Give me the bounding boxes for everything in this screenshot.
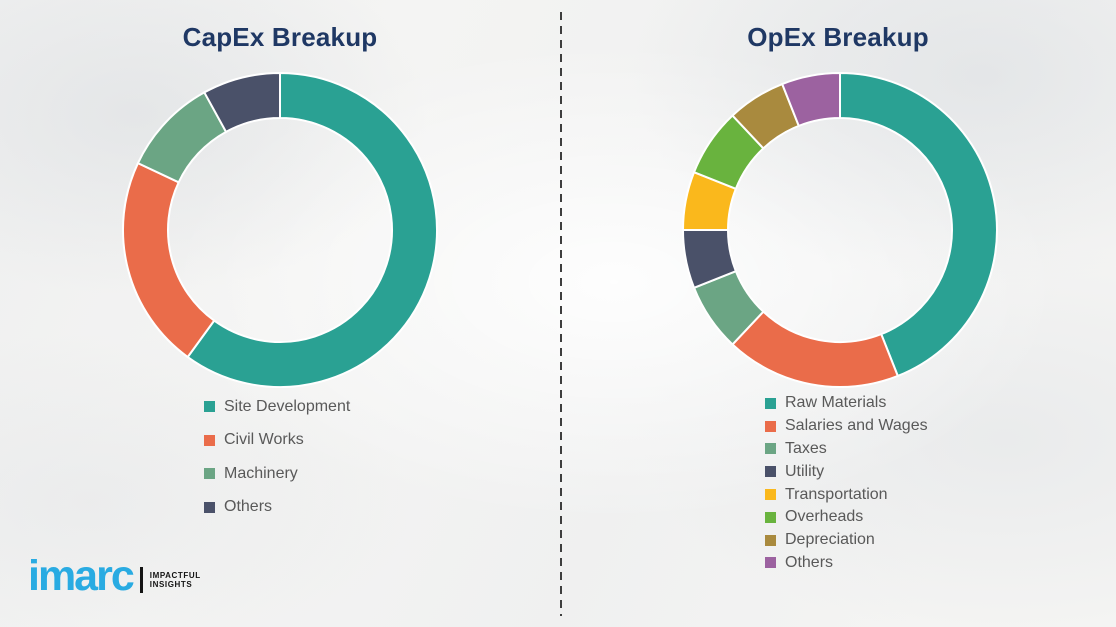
legend-swatch <box>765 466 776 478</box>
opex-panel: OpEx Breakup Raw Materials Salaries and W… <box>560 0 1116 627</box>
imarc-logo: imarc IMPACTFUL INSIGHTS <box>28 552 201 600</box>
opex-legend: Raw Materials Salaries and Wages Taxes Util… <box>765 392 928 574</box>
legend-item-others: Others <box>765 552 928 575</box>
legend-label: Overheads <box>785 508 864 526</box>
donut-segment-raw-materials <box>839 71 998 378</box>
legend-label: Site Development <box>224 397 351 415</box>
donut-segment-others <box>780 71 841 128</box>
logo-divider-bar <box>139 567 143 593</box>
donut-svg <box>122 71 438 388</box>
legend-label: Utility <box>785 462 825 480</box>
opex-chart-title: OpEx Breakup <box>747 22 929 52</box>
capex-legend: Site Development Civil Works Machinery Othe… <box>204 390 350 524</box>
legend-label: Machinery <box>224 464 298 482</box>
legend-label: Taxes <box>785 439 827 457</box>
donut-segment-others <box>203 71 281 134</box>
donut-svg <box>681 71 998 388</box>
imarc-logo-text: imarc <box>28 552 135 600</box>
legend-label: Depreciation <box>785 531 875 549</box>
legend-label: Civil Works <box>224 431 304 449</box>
legend-label: Others <box>224 498 273 516</box>
legend-swatch <box>765 534 776 546</box>
legend-label: Raw Materials <box>785 394 887 412</box>
vertical-dashed-divider <box>560 12 562 616</box>
opex-donut-chart <box>681 71 998 388</box>
legend-item-depreciation: Depreciation <box>765 529 928 552</box>
legend-item-civil-works: Civil Works <box>204 424 350 458</box>
legend-item-raw-materials: Raw Materials <box>765 392 928 415</box>
legend-swatch <box>765 557 776 569</box>
legend-item-site-development: Site Development <box>204 390 350 424</box>
legend-label: Others <box>785 553 834 571</box>
legend-swatch <box>204 401 215 413</box>
legend-item-machinery: Machinery <box>204 457 350 491</box>
legend-item-taxes: Taxes <box>765 438 928 461</box>
legend-swatch <box>765 489 776 501</box>
legend-item-utility: Utility <box>765 460 928 483</box>
donut-segment-salaries-and-wages <box>731 310 900 388</box>
legend-swatch <box>204 434 215 446</box>
legend-swatch <box>765 443 776 455</box>
legend-swatch <box>765 397 776 409</box>
logo-tagline-line1: IMPACTFUL <box>149 570 201 580</box>
legend-swatch <box>204 501 215 513</box>
capex-panel: CapEx Breakup Site Development Civil Work… <box>122 22 438 524</box>
legend-swatch <box>204 468 215 480</box>
legend-item-overheads: Overheads <box>765 506 928 529</box>
capex-chart-title: CapEx Breakup <box>182 22 378 52</box>
legend-item-others: Others <box>204 491 350 525</box>
logo-tagline: IMPACTFUL INSIGHTS <box>150 571 201 590</box>
legend-item-salaries-and-wages: Salaries and Wages <box>765 415 928 438</box>
legend-item-transportation: Transportation <box>765 483 928 506</box>
donut-segment-civil-works <box>122 161 216 359</box>
legend-swatch <box>765 420 776 432</box>
donut-segment-site-development <box>186 71 438 388</box>
logo-tagline-line2: INSIGHTS <box>149 580 193 589</box>
legend-label: Transportation <box>785 485 888 503</box>
capex-donut-chart <box>122 71 438 388</box>
legend-swatch <box>765 511 776 523</box>
legend-label: Salaries and Wages <box>785 417 928 435</box>
